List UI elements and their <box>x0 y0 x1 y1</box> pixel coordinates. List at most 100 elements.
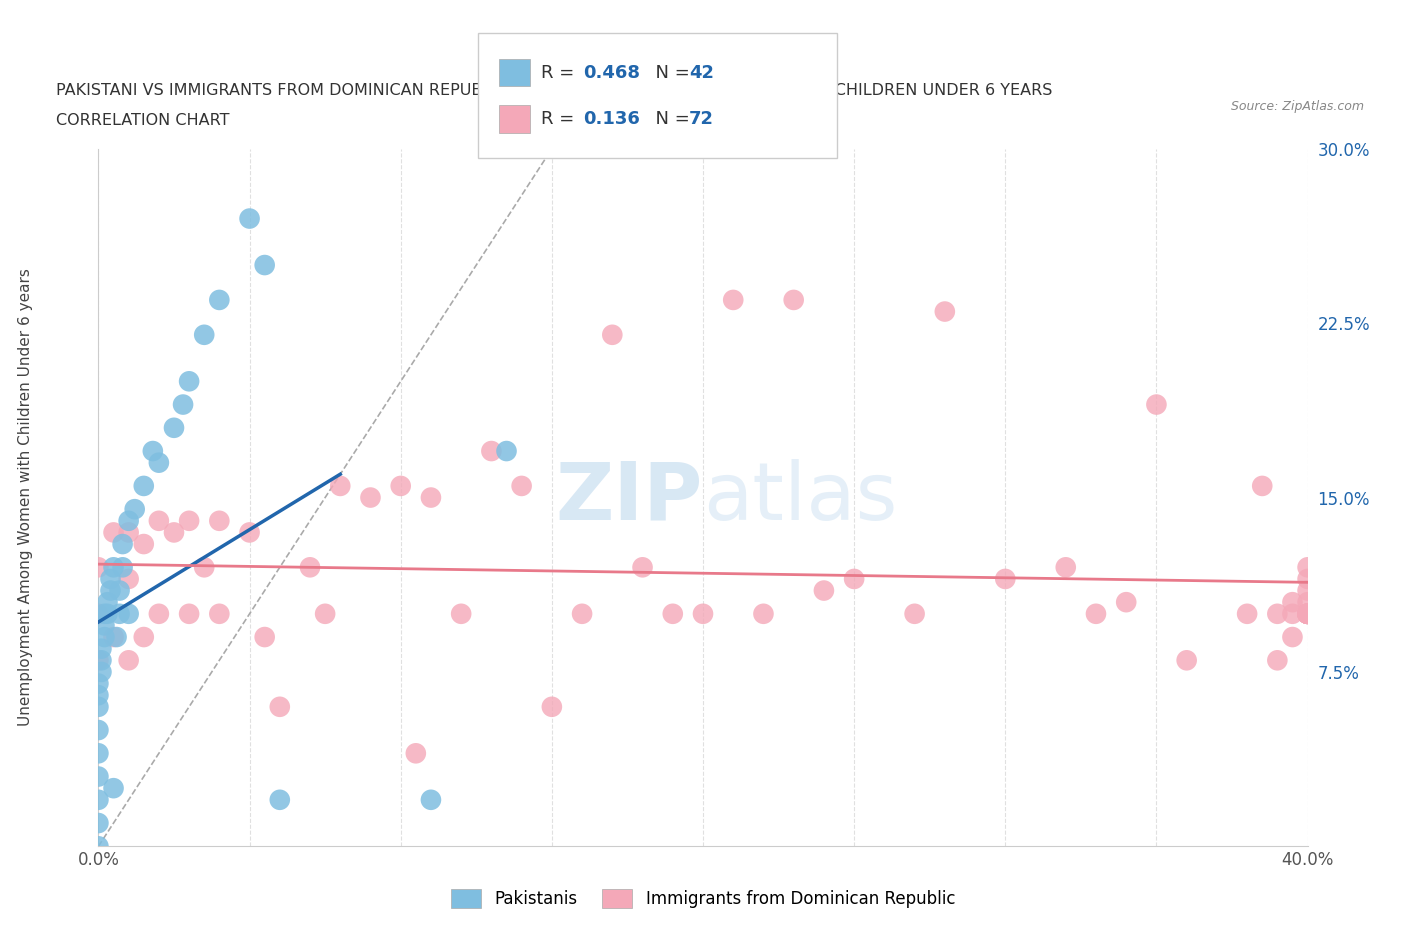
Point <box>179 374 201 389</box>
Point <box>662 606 685 621</box>
Point <box>1296 606 1319 621</box>
Point <box>208 513 231 528</box>
Point <box>253 258 276 272</box>
Point <box>118 513 141 528</box>
Point <box>96 595 118 610</box>
Point <box>1296 583 1319 598</box>
Point <box>103 560 125 575</box>
Point <box>389 479 412 494</box>
Point <box>1296 606 1319 621</box>
Point <box>1144 397 1167 412</box>
Point <box>148 513 170 528</box>
Point <box>420 490 443 505</box>
Point <box>1296 606 1319 621</box>
Point <box>193 560 215 575</box>
Point <box>495 444 517 458</box>
Point <box>239 525 262 540</box>
Point <box>631 560 654 575</box>
Point <box>87 746 110 761</box>
Legend: Pakistanis, Immigrants from Dominican Republic: Pakistanis, Immigrants from Dominican Re… <box>444 883 962 915</box>
Point <box>118 571 141 587</box>
Point <box>1296 606 1319 621</box>
Point <box>100 571 122 587</box>
Text: N =: N = <box>644 110 696 128</box>
Point <box>87 699 110 714</box>
Point <box>87 839 110 854</box>
Point <box>100 583 122 598</box>
Point <box>1281 595 1303 610</box>
Point <box>111 560 134 575</box>
Point <box>269 699 291 714</box>
Point <box>1296 606 1319 621</box>
Point <box>329 479 352 494</box>
Point <box>1296 606 1319 621</box>
Point <box>103 781 125 796</box>
Point <box>571 606 593 621</box>
Text: ZIP: ZIP <box>555 458 703 537</box>
Point <box>253 630 276 644</box>
Point <box>179 513 201 528</box>
Point <box>108 583 131 598</box>
Point <box>752 606 775 621</box>
Point <box>132 479 155 494</box>
Point <box>87 606 110 621</box>
Point <box>103 525 125 540</box>
Point <box>87 676 110 691</box>
Point <box>1296 606 1319 621</box>
Point <box>172 397 194 412</box>
Point <box>405 746 427 761</box>
Point <box>108 606 131 621</box>
Point <box>179 606 201 621</box>
Point <box>87 816 110 830</box>
Text: CORRELATION CHART: CORRELATION CHART <box>56 113 229 128</box>
Point <box>118 606 141 621</box>
Point <box>1267 653 1289 668</box>
Point <box>450 606 472 621</box>
Point <box>1085 606 1108 621</box>
Point <box>87 560 110 575</box>
Point <box>783 293 806 308</box>
Point <box>723 293 745 308</box>
Point <box>111 537 134 551</box>
Point <box>1296 606 1319 621</box>
Point <box>1267 606 1289 621</box>
Point <box>1236 606 1258 621</box>
Point <box>299 560 322 575</box>
Point <box>239 211 262 226</box>
Text: 42: 42 <box>689 63 714 82</box>
Point <box>208 606 231 621</box>
Point <box>1296 560 1319 575</box>
Point <box>105 630 128 644</box>
Point <box>87 723 110 737</box>
Point <box>1296 606 1319 621</box>
Point <box>1296 606 1319 621</box>
Point <box>1281 630 1303 644</box>
Point <box>1251 479 1274 494</box>
Point <box>510 479 533 494</box>
Text: PAKISTANI VS IMMIGRANTS FROM DOMINICAN REPUBLIC UNEMPLOYMENT AMONG WOMEN WITH CH: PAKISTANI VS IMMIGRANTS FROM DOMINICAN R… <box>56 83 1053 98</box>
Point <box>132 630 155 644</box>
Point <box>692 606 714 621</box>
Point <box>481 444 503 458</box>
Point <box>124 502 146 517</box>
Point <box>142 444 165 458</box>
Point <box>1054 560 1077 575</box>
Point <box>1281 606 1303 621</box>
Point <box>87 653 110 668</box>
Text: N =: N = <box>644 63 696 82</box>
Point <box>540 699 562 714</box>
Point <box>90 665 112 680</box>
Text: 72: 72 <box>689 110 714 128</box>
Point <box>1115 595 1137 610</box>
Point <box>813 583 835 598</box>
Text: R =: R = <box>541 63 581 82</box>
Point <box>994 571 1017 587</box>
Point <box>87 688 110 703</box>
Point <box>208 293 231 308</box>
Point <box>904 606 927 621</box>
Point <box>1296 606 1319 621</box>
Point <box>934 304 956 319</box>
Point <box>132 537 155 551</box>
Point <box>90 653 112 668</box>
Point <box>148 456 170 471</box>
